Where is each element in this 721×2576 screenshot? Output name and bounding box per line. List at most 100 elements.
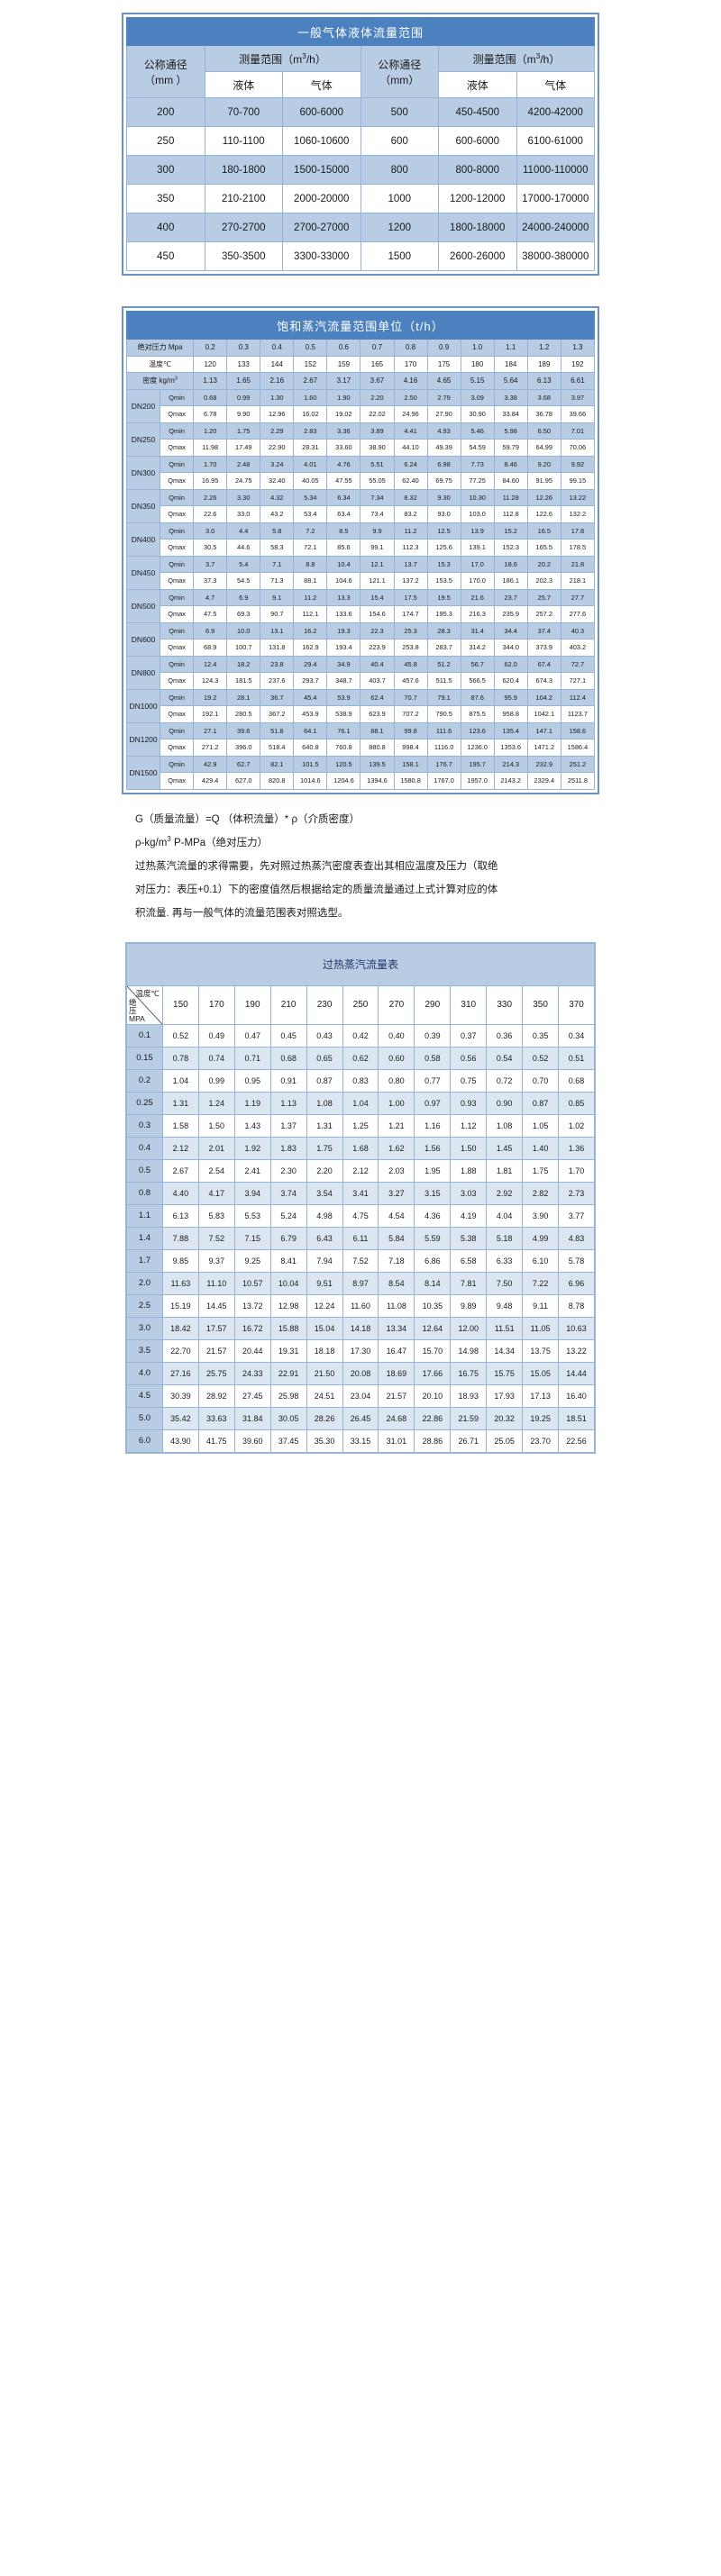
table2-data-row: Qmax 16.95 24.75 32.40 40.05 47.55 55.05 62.40 6… bbox=[127, 472, 596, 490]
table3-cell: 21.57 bbox=[378, 1383, 415, 1408]
table3-cell: 41.75 bbox=[197, 1429, 235, 1453]
table3-cell: 14.98 bbox=[450, 1338, 488, 1363]
table3-cell: 6.43 bbox=[306, 1226, 343, 1250]
table2-cell: 24.75 bbox=[226, 472, 261, 490]
table2-cell: 152.3 bbox=[493, 539, 528, 557]
table2-cell: 28.1 bbox=[226, 688, 261, 706]
table2-cell: 2.79 bbox=[426, 388, 461, 406]
table3-cell: 0.51 bbox=[558, 1046, 595, 1070]
table-row: 0.8 4.40 4.17 3.94 3.74 3.54 3.41 3.27 3.15 3.03 2… bbox=[126, 1181, 595, 1205]
table2-cell: 2.83 bbox=[293, 422, 328, 440]
table2-cell: 1.30 bbox=[260, 388, 295, 406]
table2-cell: 5.64 bbox=[493, 372, 528, 390]
table2-cell: 44.6 bbox=[226, 539, 261, 557]
table3-cell: 23.70 bbox=[522, 1429, 560, 1453]
table2-cell: 4.16 bbox=[393, 372, 428, 390]
table3-pressure-label: 0.25 bbox=[126, 1091, 163, 1115]
table2-cell: 34.4 bbox=[493, 621, 528, 639]
table3-pressure-label: 0.4 bbox=[126, 1136, 163, 1160]
table2-cell: 64.99 bbox=[526, 439, 561, 457]
table3-cell: 5.18 bbox=[486, 1226, 524, 1250]
note-line-4: 对压力：表压+0.1）下的密度值然后根据给定的质量流量通过上式计算对应的体 bbox=[135, 884, 498, 895]
table3-temp-header: 370 bbox=[558, 984, 595, 1025]
table3-cell: 7.88 bbox=[161, 1226, 199, 1250]
table2-cell: 93.0 bbox=[426, 505, 461, 523]
table3-cell: 43.90 bbox=[161, 1429, 199, 1453]
table3-cell: 2.20 bbox=[306, 1158, 343, 1183]
table2-q-label: Qmax bbox=[160, 605, 195, 623]
table3-cell: 1.37 bbox=[269, 1113, 307, 1138]
table3-cell: 20.10 bbox=[414, 1383, 452, 1408]
table3-cell: 2.92 bbox=[486, 1181, 524, 1205]
table2-cell: 1.75 bbox=[226, 422, 261, 440]
table3-cell: 1.08 bbox=[306, 1091, 343, 1115]
table2-dn-label: DN450 bbox=[125, 555, 161, 590]
table2-cell: 5.98 bbox=[493, 422, 528, 440]
table3-cell: 11.10 bbox=[197, 1271, 235, 1295]
table3-cell: 25.98 bbox=[269, 1383, 307, 1408]
table1-cell-dn1: 250 bbox=[126, 126, 205, 156]
table2-cell: 27.7 bbox=[560, 588, 596, 606]
table2-cell: 271.2 bbox=[193, 739, 228, 757]
table3-cell: 22.56 bbox=[558, 1429, 595, 1453]
table3-pressure-label: 4.5 bbox=[126, 1383, 163, 1408]
table3-cell: 0.58 bbox=[414, 1046, 452, 1070]
table3-cell: 12.64 bbox=[414, 1316, 452, 1340]
table2-cell: 63.4 bbox=[326, 505, 361, 523]
table2-cell: 3.89 bbox=[360, 422, 395, 440]
table3-cell: 17.30 bbox=[342, 1338, 379, 1363]
table2-cell: 39.6 bbox=[226, 721, 261, 739]
table2-cell: 8.32 bbox=[393, 488, 428, 506]
table2-data-row: DN800 Qmin 12.4 18.2 23.8 29.4 34.9 40.4 45.8 51.… bbox=[125, 655, 596, 690]
table1-title-row: 一般气体液体流量范围 bbox=[126, 17, 595, 46]
table3-cell: 2.54 bbox=[197, 1158, 235, 1183]
table3-cell: 7.52 bbox=[342, 1248, 379, 1273]
table2-cell: 69.75 bbox=[426, 472, 461, 490]
table2-cell: 1957.0 bbox=[460, 772, 495, 790]
table2-cell: 2511.8 bbox=[560, 772, 596, 790]
table2-cell: 9.30 bbox=[426, 488, 461, 506]
note-line-1: G（质量流量）=Q （体积流量）* ρ（介质密度） bbox=[135, 813, 360, 825]
table3-cell: 0.74 bbox=[197, 1046, 235, 1070]
table2-cell: 30.5 bbox=[193, 539, 228, 557]
table2-cell: 36.78 bbox=[526, 405, 561, 423]
table2-cell: 8.8 bbox=[293, 555, 328, 573]
table3-cell: 33.15 bbox=[342, 1429, 379, 1453]
table2-cell: 12.26 bbox=[526, 488, 561, 506]
table3-cell: 12.00 bbox=[450, 1316, 488, 1340]
table2-data-row: DN1500 Qmin 42.9 62.7 82.1 101.5 120.5 139.5 158… bbox=[125, 755, 596, 790]
table2-cell: 7.2 bbox=[293, 522, 328, 540]
table3-pressure-label: 0.1 bbox=[126, 1023, 163, 1048]
table1-cell-liq2: 450-4500 bbox=[438, 97, 517, 127]
table1-cell-gas1: 1500-15000 bbox=[282, 155, 361, 185]
table2-cell: 7.73 bbox=[460, 455, 495, 473]
table3-body: 温度℃ 绝压 MPA 150 170 190 210 230 250 270 290 310 330 35… bbox=[126, 984, 595, 1453]
table3-cell: 22.86 bbox=[414, 1406, 452, 1430]
table2-cell: 13.7 bbox=[393, 555, 428, 573]
table3-cell: 10.63 bbox=[558, 1316, 595, 1340]
table2-cell: 34.9 bbox=[326, 655, 361, 673]
table-row: 300 180-1800 1500-15000 800 800-8000 11000-11… bbox=[126, 155, 595, 185]
table3-cell: 11.60 bbox=[342, 1293, 379, 1318]
note-density-suffix: P-MPa（绝对压力） bbox=[170, 838, 269, 849]
table2-dn-label: DN1000 bbox=[125, 688, 161, 723]
table3-cell: 1.16 bbox=[414, 1113, 452, 1138]
table2-cell: 727.1 bbox=[560, 672, 596, 690]
table3-cell: 10.57 bbox=[233, 1271, 271, 1295]
table3-temp-header: 170 bbox=[197, 984, 235, 1025]
table2-cell: 4.93 bbox=[426, 422, 461, 440]
table2-cell: 131.8 bbox=[260, 639, 295, 657]
table2-cell: 7.34 bbox=[360, 488, 395, 506]
table3-cell: 27.45 bbox=[233, 1383, 271, 1408]
table3-pressure-label: 5.0 bbox=[126, 1406, 163, 1430]
table3-cell: 2.01 bbox=[197, 1136, 235, 1160]
table3-cell: 2.41 bbox=[233, 1158, 271, 1183]
table3-cell: 1.31 bbox=[306, 1113, 343, 1138]
table2-cell: 40.4 bbox=[360, 655, 395, 673]
table3-cell: 1.81 bbox=[486, 1158, 524, 1183]
table2-cell: 137.2 bbox=[393, 572, 428, 590]
table3-cell: 5.24 bbox=[269, 1203, 307, 1228]
table3-cell: 28.92 bbox=[197, 1383, 235, 1408]
table2-cell: 2.16 bbox=[260, 372, 295, 390]
table2-cell: 373.9 bbox=[526, 639, 561, 657]
